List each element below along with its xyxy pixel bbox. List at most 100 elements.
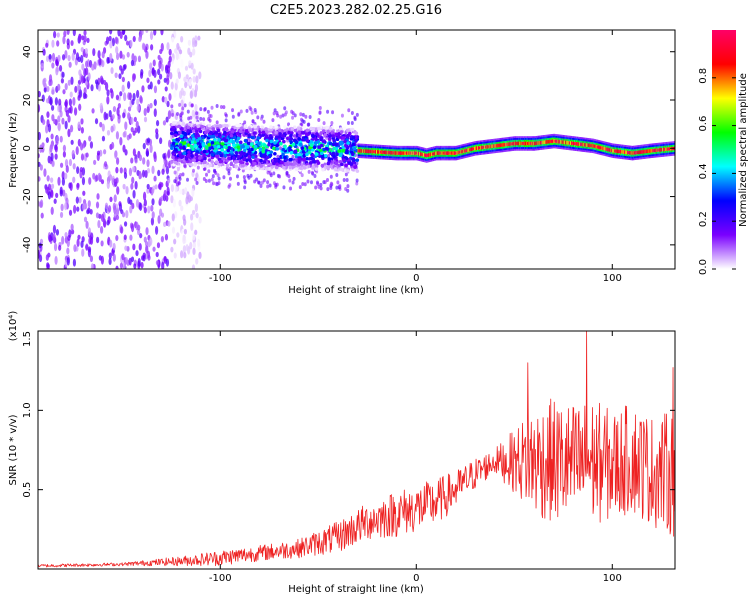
spectrogram-cell <box>361 149 363 153</box>
spectrogram-cell <box>98 57 102 66</box>
spectrogram-cell <box>133 116 137 123</box>
spectrogram-cell <box>181 172 185 177</box>
spectrogram-cell <box>192 76 196 83</box>
spectrogram-cell <box>243 138 248 143</box>
spectrogram-cell <box>121 211 126 218</box>
spectrogram-cell <box>55 66 59 76</box>
spectrogram-cell <box>323 154 328 158</box>
spectrogram-cell <box>164 86 168 92</box>
spectrogram-cell <box>208 163 213 168</box>
spectrogram-cell <box>280 160 284 165</box>
spectrogram-cell <box>194 177 198 182</box>
spectrogram-cell <box>85 67 89 76</box>
spectrogram-cell <box>635 151 637 155</box>
spectrogram-cell <box>128 257 132 266</box>
spectrogram-cell <box>292 134 297 138</box>
spectrogram-cell <box>627 151 630 155</box>
spectrogram-cell <box>275 143 279 148</box>
spectrogram-cell <box>130 117 134 125</box>
spectrogram-cell <box>663 148 665 151</box>
spectrogram-cell <box>169 160 174 164</box>
spectrogram-cell <box>197 35 201 41</box>
spectrogram-cell <box>77 95 81 101</box>
spectrogram-cell <box>339 167 344 172</box>
spectrogram-cell <box>181 121 185 126</box>
spectrogram-cell <box>134 180 138 190</box>
spectrogram-cell <box>243 178 247 183</box>
spectrogram-cell <box>119 31 123 40</box>
spectrogram-cell <box>444 151 446 155</box>
spectrogram-cell <box>307 122 311 127</box>
spectrogram-cell <box>287 122 291 127</box>
spectrogram-cell <box>68 158 73 167</box>
spectrogram-cell <box>274 158 279 162</box>
spectrogram-cell <box>265 138 269 143</box>
spectrogram-cell <box>273 141 277 145</box>
spectrogram-cell <box>122 112 126 119</box>
spectrogram-cell <box>224 138 229 143</box>
spectrogram-cell <box>229 133 234 138</box>
spectrogram-cell <box>486 145 489 149</box>
spectrogram-cell <box>326 161 331 166</box>
spectrogram-cell <box>214 160 219 164</box>
spectrogram-cell <box>170 81 174 90</box>
spectrogram-cell <box>133 263 137 269</box>
spectrogram-cell <box>593 144 595 148</box>
spectrogram-cell <box>162 153 166 159</box>
spectrogram-cell <box>207 117 211 122</box>
spectrogram-cell <box>289 162 293 166</box>
spectrogram-cell <box>119 137 123 146</box>
spectrogram-cell <box>282 165 286 170</box>
spectrogram-cell <box>106 96 110 105</box>
spectrogram-cell <box>171 141 176 146</box>
spectrogram-cell <box>186 109 190 114</box>
spectrogram-cell <box>157 183 162 190</box>
spectrogram-cell <box>177 124 181 129</box>
spectrogram-cell <box>224 118 228 123</box>
spectrogram-cell <box>289 133 293 138</box>
spectrogram-cell <box>301 149 306 154</box>
spectrogram-cell <box>443 151 445 155</box>
spectrogram-cell <box>427 153 429 157</box>
spectrogram-cell <box>220 142 225 146</box>
spectrogram-cell <box>651 148 653 153</box>
spectrogram-cell <box>89 208 93 215</box>
spectrogram-cell <box>430 152 433 157</box>
spectrogram-cell <box>207 123 212 128</box>
spectrogram-cell <box>260 125 264 130</box>
spectrogram-cell <box>73 204 77 214</box>
spectrogram-cell <box>243 166 248 170</box>
spectrogram-cell <box>89 141 94 149</box>
spectrogram-cell <box>84 47 89 55</box>
spectrogram-cell <box>269 136 273 140</box>
spectrogram-cell <box>119 50 123 59</box>
spectrogram-cell <box>224 127 229 132</box>
spectrogram-cell <box>231 114 235 119</box>
spectrogram-cell <box>101 135 106 142</box>
spectrogram-cell <box>318 110 322 115</box>
spectrogram-cell <box>59 110 63 118</box>
spectrogram-cell <box>261 149 265 154</box>
spectrogram-cell <box>608 148 610 152</box>
spectrogram-cell <box>142 191 147 201</box>
spectrogram-cell <box>125 209 129 219</box>
spectrogram-cell <box>192 68 196 75</box>
spectrogram-cell <box>193 143 198 148</box>
spectrogram-cell <box>207 158 212 162</box>
spectrogram-cell <box>140 261 144 269</box>
spectrogram-cell <box>96 193 100 200</box>
spectrogram-cell <box>366 149 368 153</box>
spectrogram-cell <box>72 176 76 184</box>
spectrogram-cell <box>330 121 334 126</box>
spectrogram-cell <box>266 151 271 155</box>
spectrogram-cell <box>251 155 255 159</box>
spectrogram-cell <box>43 168 47 177</box>
spectrogram-cell <box>516 142 518 145</box>
spectrogram-cell <box>371 150 373 154</box>
spectrogram-cell <box>321 147 326 152</box>
spectrogram-cell <box>478 146 480 150</box>
spectrogram-cell <box>354 139 358 143</box>
spectrogram-cell <box>189 115 193 120</box>
spectrogram-cell <box>238 151 242 155</box>
spectrogram-cell <box>585 143 588 147</box>
